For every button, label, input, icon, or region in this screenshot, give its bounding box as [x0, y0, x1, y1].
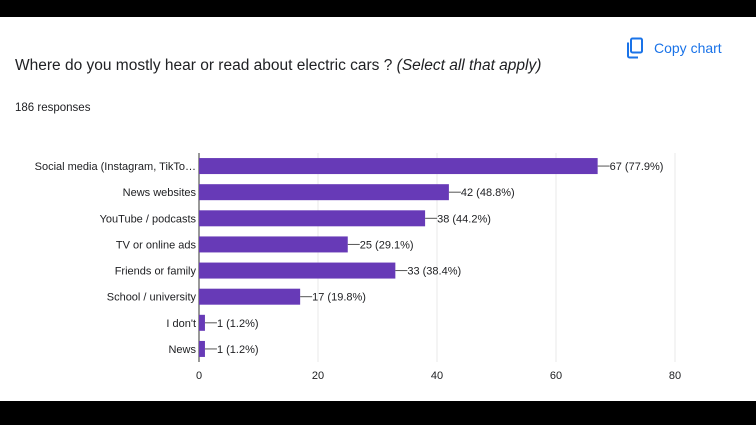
y-tick-label: News websites — [123, 187, 197, 199]
bar — [199, 184, 449, 201]
y-tick-label: News — [168, 344, 196, 356]
bar — [199, 314, 205, 331]
data-label: 33 (38.4%) — [407, 266, 461, 278]
y-tick-label: School / university — [107, 292, 197, 304]
data-label: 38 (44.2%) — [437, 213, 491, 225]
x-tick-label: 0 — [196, 370, 202, 382]
bar — [199, 236, 348, 253]
question-title: Where do you mostly hear or read about e… — [15, 57, 541, 75]
x-tick-label: 40 — [431, 370, 443, 382]
y-tick-label: Friends or family — [115, 266, 197, 278]
data-label: 1 (1.2%) — [217, 344, 259, 356]
x-tick-label: 20 — [312, 370, 324, 382]
data-label: 17 (19.8%) — [312, 292, 366, 304]
chart-card: Where do you mostly hear or read about e… — [0, 17, 756, 401]
x-tick-label: 80 — [669, 370, 681, 382]
bar — [199, 262, 396, 279]
bar — [199, 340, 205, 357]
copy-chart-button[interactable]: Copy chart — [625, 37, 722, 59]
data-label: 67 (77.9%) — [610, 161, 664, 173]
response-count: 186 responses — [15, 102, 91, 114]
question-note: (Select all that apply) — [396, 57, 542, 74]
y-tick-label: TV or online ads — [116, 239, 197, 251]
data-label: 1 (1.2%) — [217, 318, 259, 330]
y-tick-label: I don't — [166, 318, 196, 330]
x-tick-label: 60 — [550, 370, 562, 382]
bar-chart: 0 20 40 60 80 Social media (Instagram, TikTo…… — [35, 153, 681, 382]
data-label: 42 (48.8%) — [461, 187, 515, 199]
copy-icon — [625, 37, 645, 59]
bar — [199, 288, 301, 305]
y-tick-label: YouTube / podcasts — [100, 213, 197, 225]
copy-chart-label: Copy chart — [654, 40, 722, 56]
bar — [199, 210, 426, 227]
y-tick-label: Social media (Instagram, TikTo… — [35, 161, 196, 173]
question-text: Where do you mostly hear or read about e… — [15, 57, 393, 74]
bar — [199, 158, 598, 175]
data-label: 25 (29.1%) — [360, 239, 414, 251]
